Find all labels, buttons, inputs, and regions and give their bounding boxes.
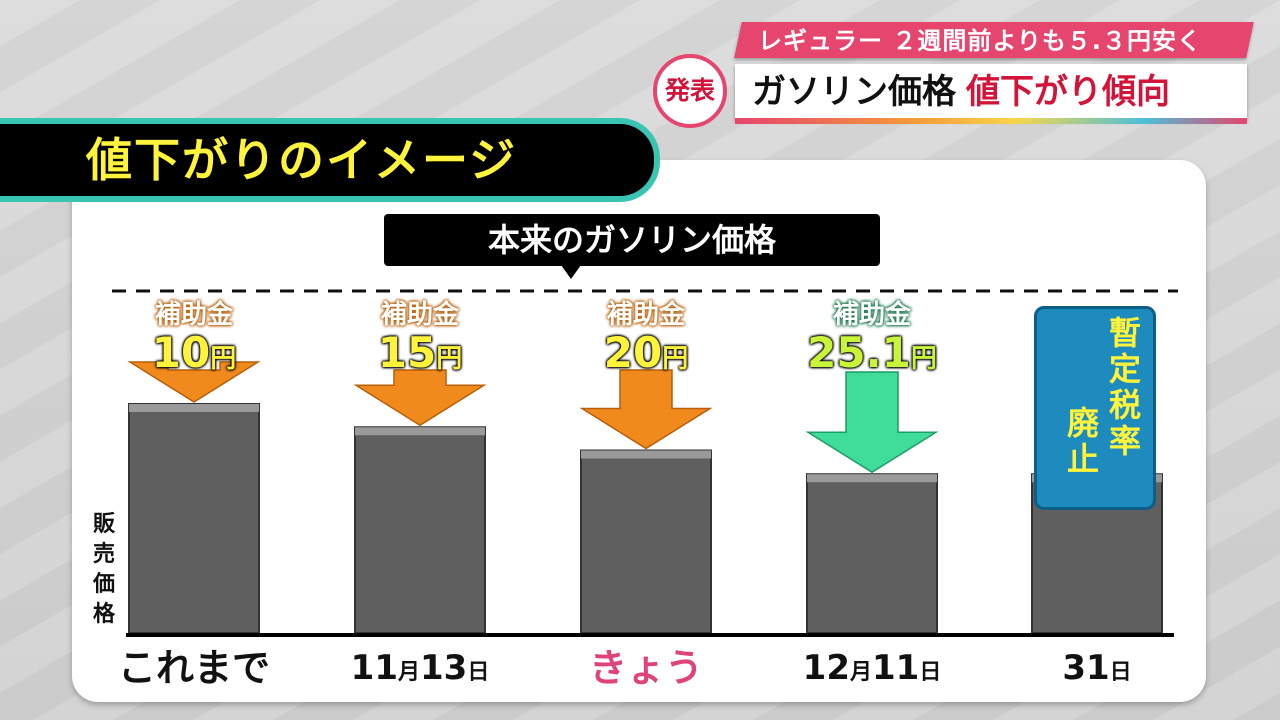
subsidy-amount-value-1: 15 [377, 328, 437, 377]
subsidy-label-3: 補助金 25.1円 [782, 300, 962, 382]
x-label-3: 12月11日 [772, 644, 972, 692]
sub-caption: レギュラー ２週間前よりも５.３円安く [758, 27, 1202, 55]
x-label-4-part-3: 日 [1109, 660, 1132, 685]
subsidy-amount-value-2: 20 [603, 328, 663, 377]
title-band-underline [735, 118, 1247, 124]
subsidy-name-1: 補助金 [380, 300, 459, 330]
subsidy-amount-unit-3: 円 [910, 344, 937, 374]
bar-cap-3 [807, 474, 937, 483]
bar-cap-0 [129, 404, 259, 412]
headline-accent: 値下がり傾向 [966, 72, 1170, 112]
subsidy-amount-unit-0: 円 [210, 344, 237, 374]
reference-price-label: 本来のガソリン価格 [384, 214, 880, 266]
subsidy-amount-2: 20円 [571, 330, 721, 382]
tax-box-line-2: 廃止 [1066, 404, 1099, 478]
subsidy-amount-1: 15円 [345, 330, 495, 382]
subsidy-amount-3: 25.1円 [782, 330, 962, 382]
panel-heading: 値下がりのイメージ [86, 133, 518, 187]
reference-price-pointer [561, 265, 581, 279]
x-axis-line [126, 633, 1174, 637]
y-axis-label: 販売価格 [92, 512, 115, 627]
bar-cap-1 [355, 427, 485, 436]
subsidy-label-2: 補助金 20円 [571, 300, 721, 382]
bar-body-0 [128, 403, 260, 634]
x-label-1-part-2: 13 [420, 648, 468, 688]
subsidy-name-3: 補助金 [832, 300, 911, 330]
x-label-1-part-1: 月 [397, 660, 420, 685]
x-label-3-part-0: 12 [802, 648, 850, 688]
subsidy-arrow-2 [579, 369, 713, 450]
tax-abolition-box: 暫定税率 廃止 [1034, 306, 1156, 510]
title-band [735, 64, 1247, 120]
subsidy-amount-value-0: 10 [151, 328, 211, 377]
subsidy-arrow-3 [805, 371, 939, 474]
subsidy-arrow-0 [127, 361, 261, 403]
x-label-1: 11月13日 [320, 644, 520, 692]
x-label-4: 31日 [997, 644, 1197, 692]
subsidy-amount-value-3: 25.1 [807, 328, 911, 377]
x-label-1-part-0: 11 [350, 648, 398, 688]
bar-0 [128, 403, 260, 634]
x-label-3-part-1: 月 [849, 660, 872, 685]
subsidy-arrow-1 [353, 369, 487, 427]
subsidy-label-1: 補助金 15円 [345, 300, 495, 382]
bar-2 [580, 449, 712, 634]
x-label-2: きょう [588, 646, 703, 690]
x-label-4-part-2: 31 [1062, 648, 1110, 688]
bar-cap-2 [581, 450, 711, 459]
subsidy-label-0: 補助金 10円 [119, 300, 269, 382]
bar-body-2 [580, 449, 712, 634]
subsidy-amount-unit-2: 円 [662, 344, 689, 374]
bar-body-3 [806, 473, 938, 634]
x-label-3-part-3: 日 [919, 660, 942, 685]
tax-box-line-1: 暫定税率 [1108, 314, 1141, 460]
subsidy-amount-unit-1: 円 [436, 344, 463, 374]
x-label-3-part-2: 11 [872, 648, 920, 688]
bar-body-1 [354, 426, 486, 634]
bar-1 [354, 426, 486, 634]
announcement-badge: 発表 [653, 54, 727, 128]
x-label-0: これまで [117, 646, 270, 690]
headline-main: ガソリン価格 [752, 72, 956, 112]
headline: ガソリン価格 値下がり傾向 [752, 64, 1170, 120]
subsidy-name-2: 補助金 [606, 300, 685, 330]
panel-heading-box [0, 118, 660, 202]
x-label-1-part-3: 日 [467, 660, 490, 685]
bar-3 [806, 473, 938, 634]
subsidy-amount-0: 10円 [119, 330, 269, 382]
subsidy-name-0: 補助金 [154, 300, 233, 330]
